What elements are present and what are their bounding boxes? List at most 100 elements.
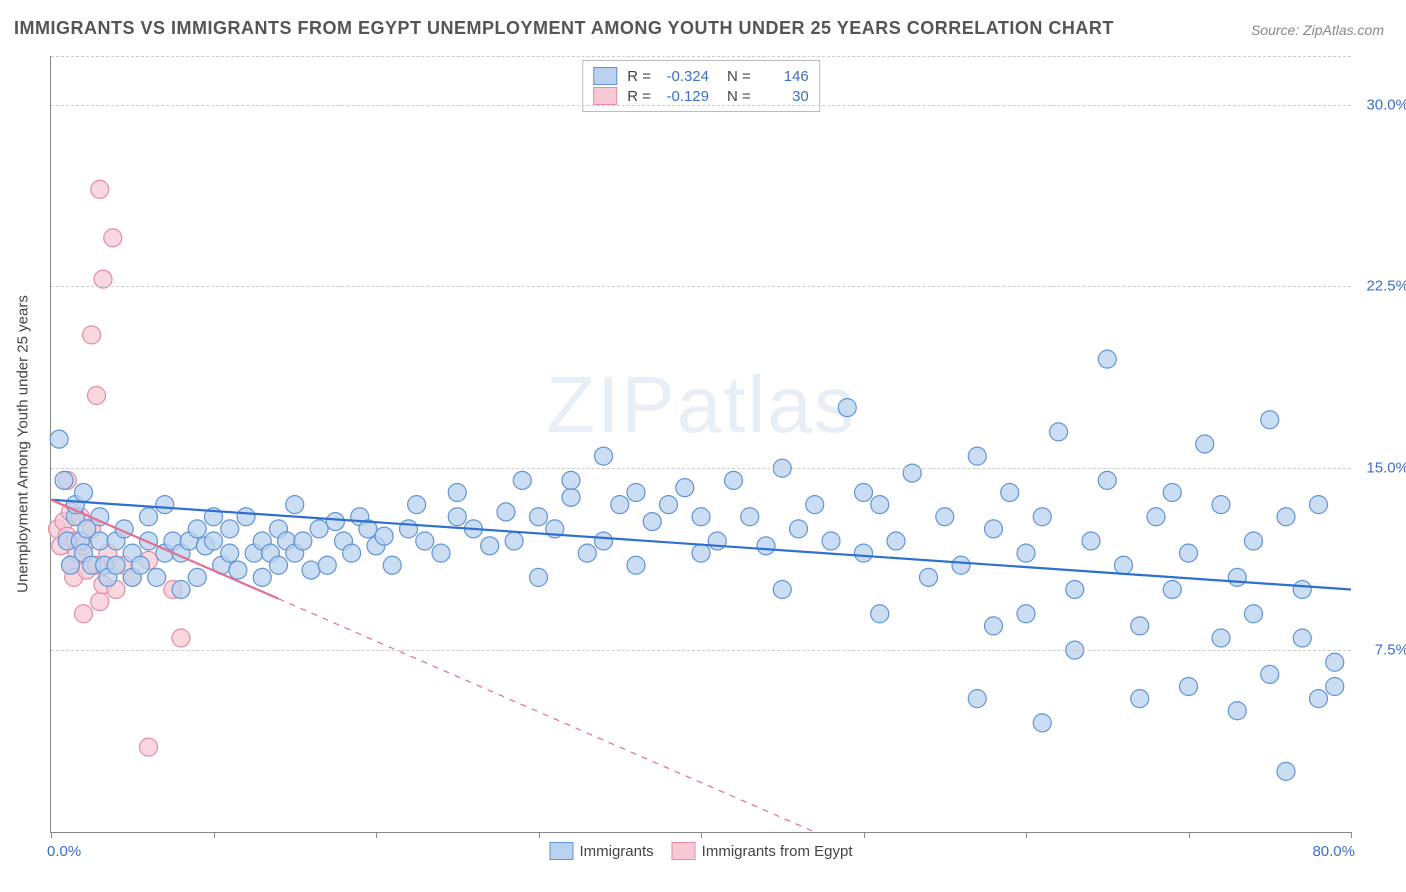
scatter-point bbox=[676, 479, 694, 497]
scatter-point bbox=[530, 508, 548, 526]
scatter-point bbox=[140, 508, 158, 526]
scatter-point bbox=[1017, 544, 1035, 562]
scatter-point bbox=[310, 520, 328, 538]
y-tick-label: 22.5% bbox=[1366, 278, 1406, 295]
scatter-point bbox=[481, 537, 499, 555]
scatter-point bbox=[627, 556, 645, 574]
scatter-point bbox=[237, 508, 255, 526]
scatter-svg bbox=[51, 56, 1351, 832]
scatter-point bbox=[55, 471, 73, 489]
scatter-point bbox=[294, 532, 312, 550]
scatter-point bbox=[855, 544, 873, 562]
scatter-point bbox=[1228, 568, 1246, 586]
x-tick bbox=[214, 832, 215, 838]
y-tick-label: 7.5% bbox=[1375, 642, 1406, 659]
x-tick bbox=[539, 832, 540, 838]
scatter-point bbox=[806, 496, 824, 514]
scatter-point bbox=[383, 556, 401, 574]
scatter-point bbox=[985, 617, 1003, 635]
source-attribution: Source: ZipAtlas.com bbox=[1251, 22, 1384, 38]
scatter-point bbox=[1147, 508, 1165, 526]
y-axis-label: Unemployment Among Youth under 25 years bbox=[15, 295, 32, 593]
scatter-point bbox=[627, 484, 645, 502]
plot-area: Unemployment Among Youth under 25 years … bbox=[50, 56, 1351, 833]
scatter-point bbox=[692, 544, 710, 562]
x-axis-max-label: 80.0% bbox=[1312, 843, 1355, 860]
scatter-point bbox=[1310, 496, 1328, 514]
scatter-point bbox=[1180, 678, 1198, 696]
scatter-point bbox=[708, 532, 726, 550]
scatter-point bbox=[83, 326, 101, 344]
scatter-point bbox=[229, 561, 247, 579]
scatter-point bbox=[221, 520, 239, 538]
scatter-point bbox=[1212, 496, 1230, 514]
scatter-point bbox=[1131, 617, 1149, 635]
scatter-point bbox=[205, 532, 223, 550]
scatter-point bbox=[343, 544, 361, 562]
scatter-point bbox=[172, 629, 190, 647]
scatter-point bbox=[757, 537, 775, 555]
scatter-point bbox=[790, 520, 808, 538]
scatter-point bbox=[920, 568, 938, 586]
scatter-point bbox=[1326, 678, 1344, 696]
scatter-point bbox=[1050, 423, 1068, 441]
scatter-point bbox=[595, 532, 613, 550]
scatter-point bbox=[131, 556, 149, 574]
scatter-point bbox=[91, 593, 109, 611]
x-tick bbox=[864, 832, 865, 838]
scatter-point bbox=[1163, 484, 1181, 502]
legend-swatch bbox=[549, 842, 573, 860]
scatter-point bbox=[318, 556, 336, 574]
scatter-point bbox=[416, 532, 434, 550]
scatter-point bbox=[1326, 653, 1344, 671]
gridline-h-top bbox=[51, 56, 1351, 57]
x-tick bbox=[1189, 832, 1190, 838]
scatter-point bbox=[448, 484, 466, 502]
scatter-point bbox=[968, 690, 986, 708]
scatter-point bbox=[505, 532, 523, 550]
scatter-point bbox=[1115, 556, 1133, 574]
legend-series: Immigrants Immigrants from Egypt bbox=[549, 842, 852, 860]
scatter-point bbox=[1293, 629, 1311, 647]
x-tick bbox=[701, 832, 702, 838]
x-tick bbox=[376, 832, 377, 838]
scatter-point bbox=[1001, 484, 1019, 502]
scatter-point bbox=[1310, 690, 1328, 708]
scatter-point bbox=[1066, 581, 1084, 599]
scatter-point bbox=[91, 180, 109, 198]
scatter-point bbox=[562, 471, 580, 489]
scatter-point bbox=[855, 484, 873, 502]
scatter-point bbox=[1245, 532, 1263, 550]
scatter-point bbox=[140, 738, 158, 756]
scatter-point bbox=[50, 430, 68, 448]
scatter-point bbox=[985, 520, 1003, 538]
gridline-h bbox=[51, 286, 1351, 287]
legend-series-item: Immigrants bbox=[549, 842, 653, 860]
scatter-point bbox=[1228, 702, 1246, 720]
scatter-point bbox=[887, 532, 905, 550]
scatter-point bbox=[741, 508, 759, 526]
x-tick bbox=[1351, 832, 1352, 838]
scatter-point bbox=[172, 581, 190, 599]
scatter-point bbox=[188, 520, 206, 538]
gridline-h bbox=[51, 468, 1351, 469]
scatter-point bbox=[1180, 544, 1198, 562]
scatter-point bbox=[1293, 581, 1311, 599]
scatter-point bbox=[838, 399, 856, 417]
scatter-point bbox=[270, 556, 288, 574]
scatter-point bbox=[871, 496, 889, 514]
scatter-point bbox=[1098, 471, 1116, 489]
gridline-h bbox=[51, 650, 1351, 651]
scatter-point bbox=[1033, 508, 1051, 526]
scatter-point bbox=[1261, 665, 1279, 683]
scatter-point bbox=[253, 568, 271, 586]
scatter-point bbox=[871, 605, 889, 623]
scatter-point bbox=[302, 561, 320, 579]
scatter-point bbox=[432, 544, 450, 562]
scatter-point bbox=[1131, 690, 1149, 708]
y-tick-label: 30.0% bbox=[1366, 96, 1406, 113]
scatter-point bbox=[75, 484, 93, 502]
scatter-point bbox=[1196, 435, 1214, 453]
scatter-point bbox=[107, 556, 125, 574]
scatter-point bbox=[1277, 508, 1295, 526]
